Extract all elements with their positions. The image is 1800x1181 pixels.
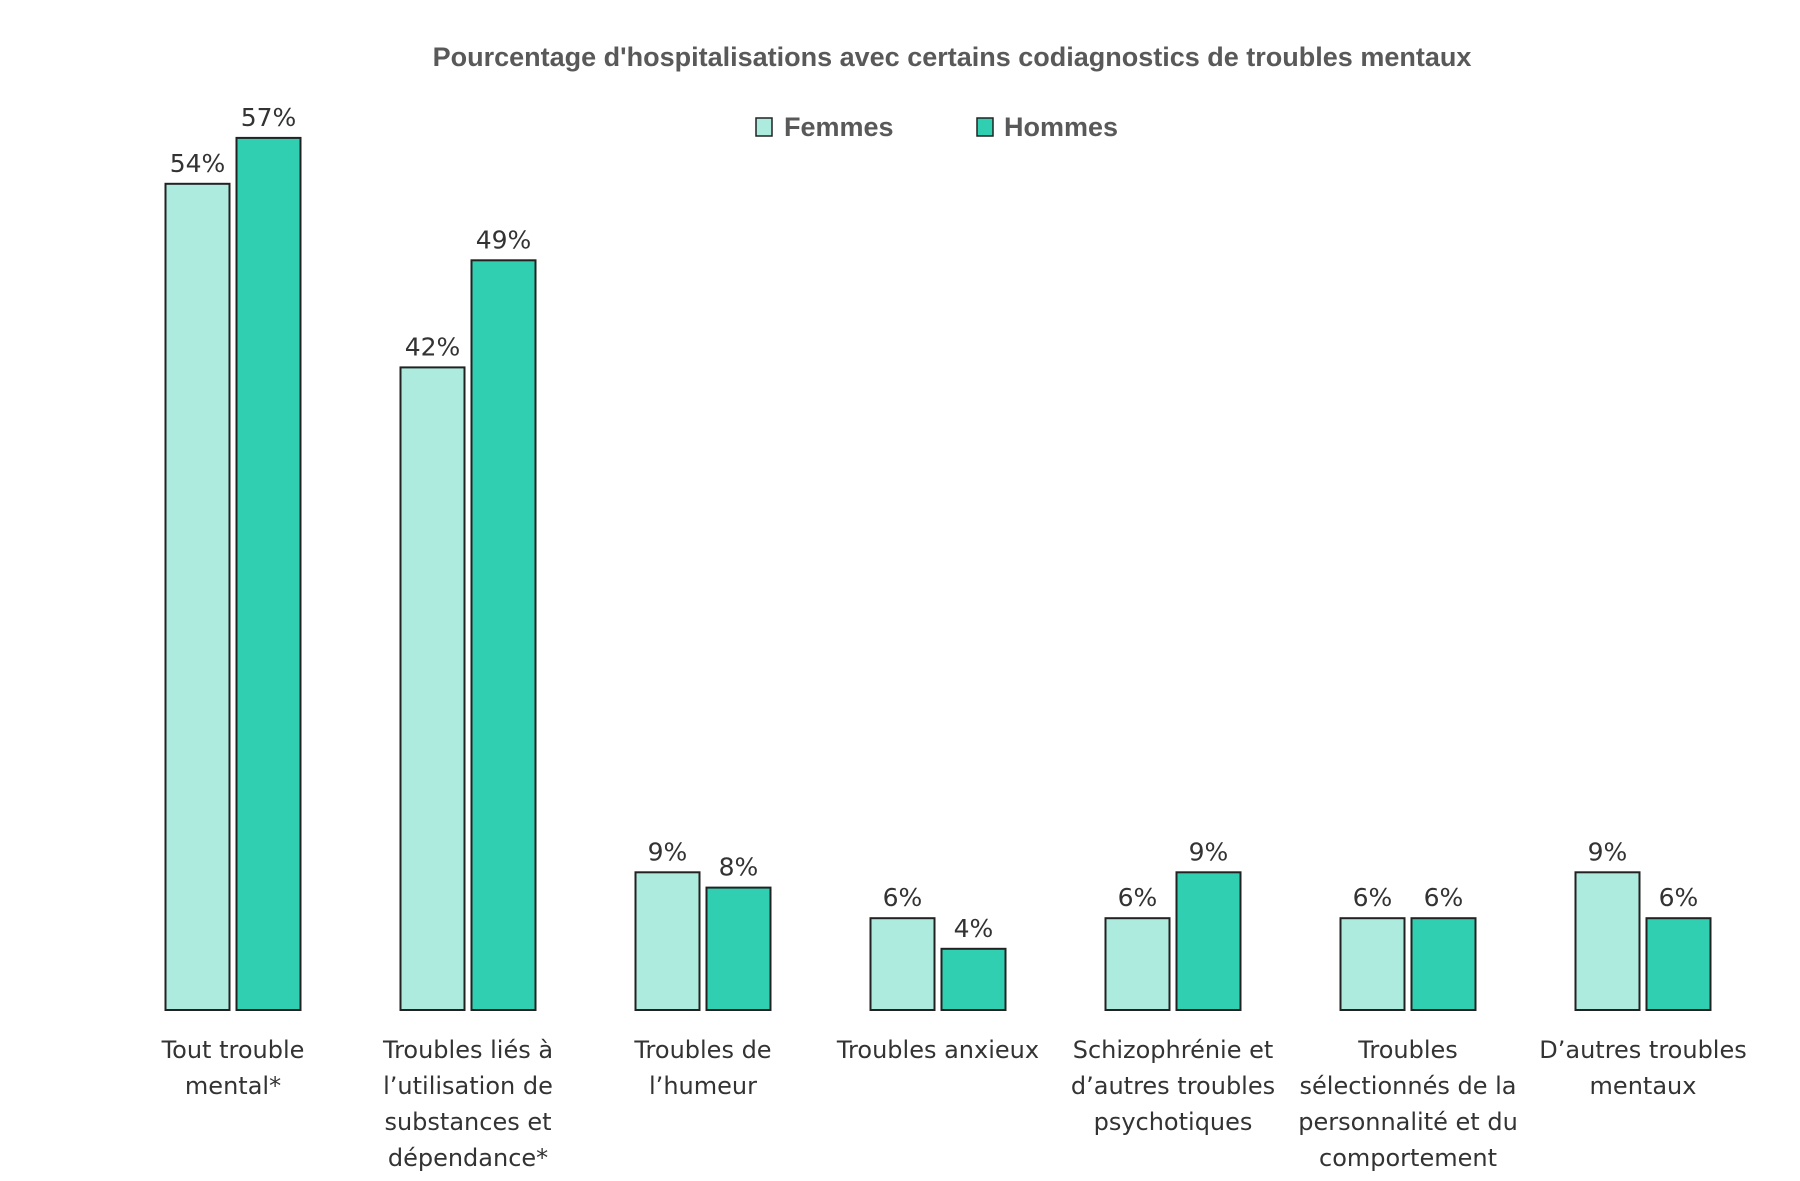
- category-labels-group: Tout trouble mental* Troubles liés à l’util…: [161, 1036, 1747, 1172]
- value-label-femmes-0: 54%: [170, 149, 226, 178]
- category-label-line: psychotiques: [1094, 1108, 1253, 1136]
- category-label-2: Troubles de l’humeur: [633, 1036, 771, 1100]
- bar-hommes-5: [1410, 917, 1477, 1012]
- value-label-hommes-2: 8%: [719, 853, 759, 882]
- value-label-hommes-6: 6%: [1659, 883, 1699, 912]
- bar-femmes-5: [1339, 917, 1406, 1012]
- value-labels-group: 54% 57% 42% 49% 9% 8% 6% 4% 6% 9% 6% 6% 9% 6%: [170, 103, 1699, 943]
- bar-femmes-6: [1574, 871, 1641, 1011]
- value-label-femmes-1: 42%: [405, 332, 461, 361]
- legend: Femmes Hommes: [755, 112, 1118, 142]
- legend-label-hommes: Hommes: [1004, 112, 1118, 142]
- bar-hommes-0: [235, 136, 302, 1011]
- chart-title: Pourcentage d'hospitalisations avec cert…: [433, 42, 1472, 72]
- value-label-femmes-3: 6%: [883, 883, 923, 912]
- value-label-femmes-6: 9%: [1588, 837, 1628, 866]
- bar-hommes-2: [705, 886, 772, 1011]
- category-label-line: mental*: [185, 1072, 281, 1100]
- bar-femmes-2: [634, 871, 701, 1011]
- legend-swatch-hommes: [976, 117, 994, 137]
- legend-label-femmes: Femmes: [784, 112, 894, 142]
- value-label-hommes-0: 57%: [241, 103, 297, 132]
- category-label-6: D’autres troubles mentaux: [1539, 1036, 1747, 1100]
- bar-hommes-6: [1645, 917, 1712, 1012]
- category-label-line: sélectionnés de la: [1300, 1072, 1517, 1100]
- category-label-line: Tout trouble: [161, 1036, 305, 1064]
- category-label-line: comportement: [1319, 1144, 1497, 1172]
- category-label-line: Schizophrénie et: [1073, 1036, 1274, 1064]
- category-label-line: Troubles: [1357, 1036, 1458, 1064]
- category-label-3: Troubles anxieux: [836, 1036, 1039, 1064]
- category-label-line: dépendance*: [388, 1144, 548, 1172]
- bar-femmes-1: [399, 366, 466, 1011]
- legend-swatch-femmes: [755, 117, 773, 137]
- bar-femmes-4: [1104, 917, 1171, 1012]
- category-label-line: Troubles de: [633, 1036, 771, 1064]
- value-label-hommes-3: 4%: [954, 914, 994, 943]
- category-label-0: Tout trouble mental*: [161, 1036, 305, 1100]
- category-label-line: d’autres troubles: [1071, 1072, 1275, 1100]
- category-label-line: l’utilisation de: [383, 1072, 553, 1100]
- bar-hommes-3: [940, 947, 1007, 1011]
- bars-group: [164, 136, 1712, 1012]
- value-label-hommes-1: 49%: [476, 225, 532, 254]
- bar-hommes-1: [470, 259, 537, 1011]
- category-label-1: Troubles liés à l’utilisation de substance…: [382, 1036, 553, 1172]
- category-label-5: Troubles sélectionnés de la personnalité e…: [1298, 1036, 1518, 1172]
- value-label-hommes-4: 9%: [1189, 837, 1229, 866]
- category-label-line: D’autres troubles: [1539, 1036, 1747, 1064]
- category-label-line: substances et: [384, 1108, 551, 1136]
- category-label-line: personnalité et du: [1298, 1108, 1518, 1136]
- value-label-femmes-2: 9%: [648, 837, 688, 866]
- category-label-line: mentaux: [1590, 1072, 1697, 1100]
- value-label-femmes-5: 6%: [1353, 883, 1393, 912]
- bar-femmes-3: [869, 917, 936, 1012]
- category-label-4: Schizophrénie et d’autres troubles psychot…: [1071, 1036, 1275, 1136]
- category-label-line: Troubles liés à: [382, 1036, 553, 1064]
- bar-hommes-4: [1175, 871, 1242, 1011]
- bar-femmes-0: [164, 182, 231, 1012]
- category-label-line: l’humeur: [649, 1072, 757, 1100]
- category-label-line: Troubles anxieux: [836, 1036, 1039, 1064]
- value-label-femmes-4: 6%: [1118, 883, 1158, 912]
- value-label-hommes-5: 6%: [1424, 883, 1464, 912]
